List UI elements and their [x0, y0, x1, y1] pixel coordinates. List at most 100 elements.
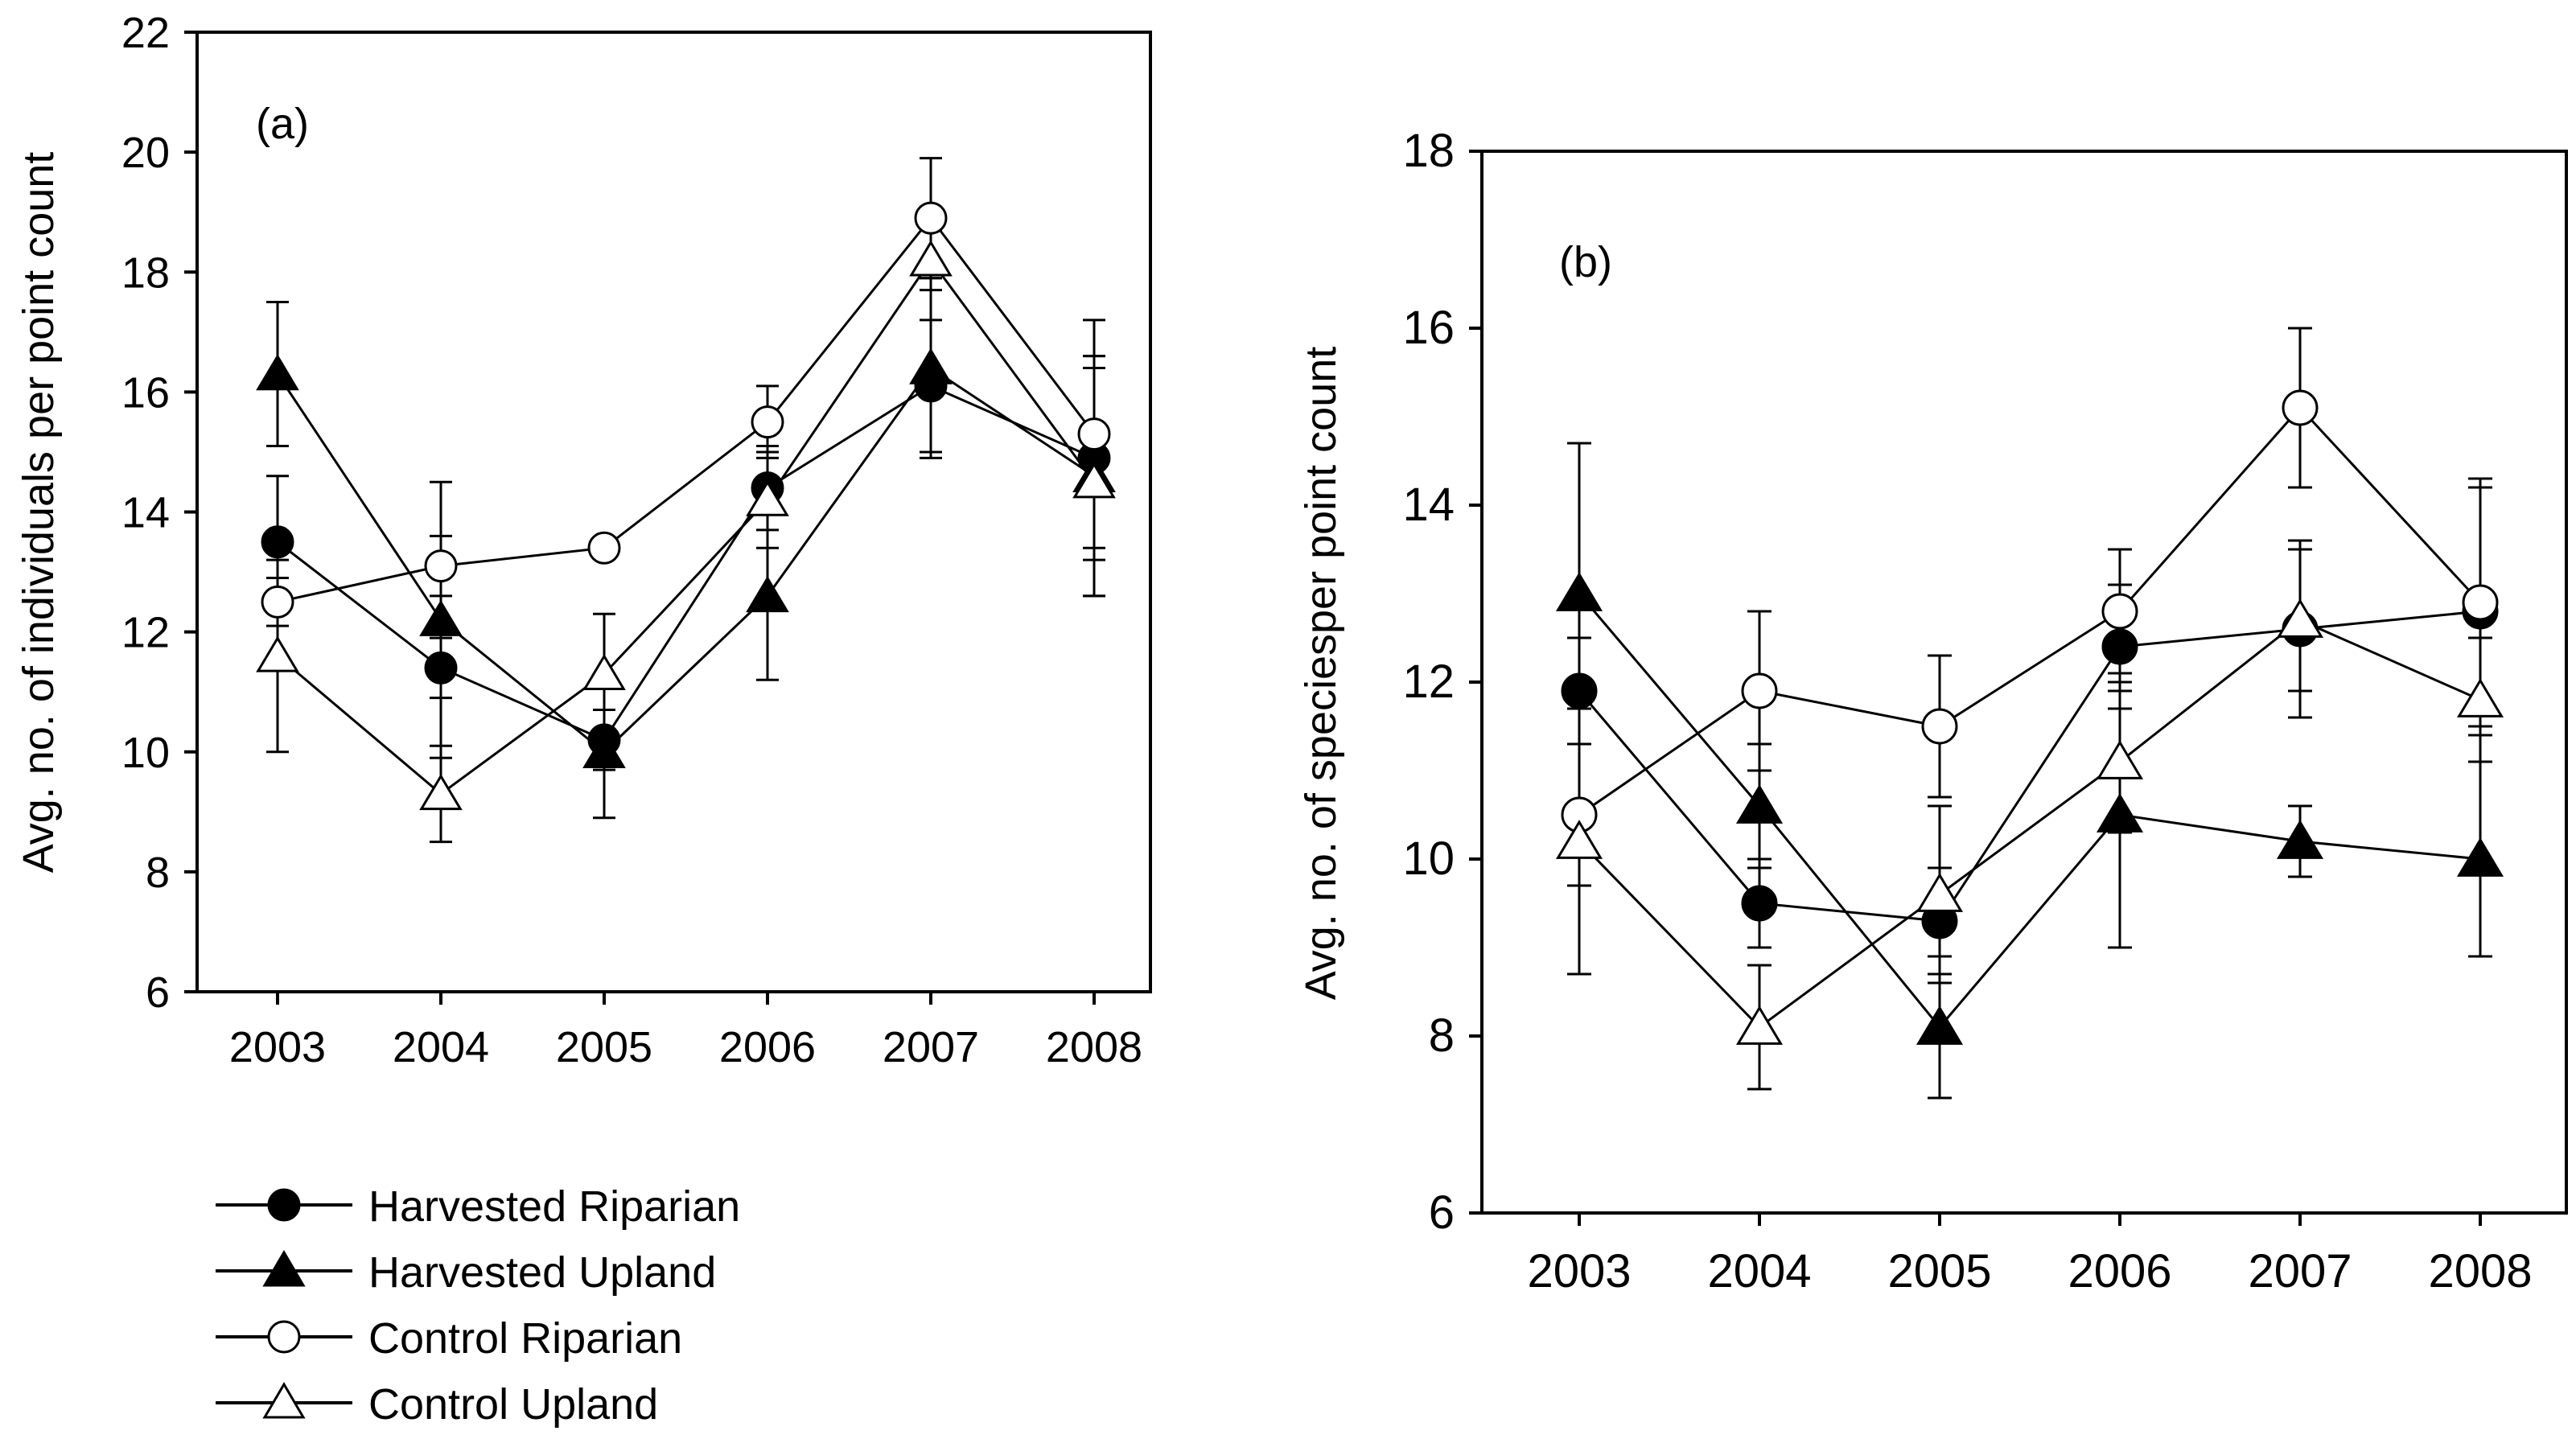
panel-label-a: (a): [256, 100, 309, 148]
y-tick-label-b: 10: [1402, 833, 1455, 885]
x-tick-label-b: 2008: [2428, 1245, 2532, 1297]
plot-frame-b: [1480, 150, 2568, 1215]
series-line-harvested-upland: [1578, 593, 2481, 1030]
series-harvested-riparian-b: [1567, 486, 2492, 976]
data-point-harvested-upland: [909, 347, 953, 384]
x-tick-label-a: 2005: [556, 1023, 652, 1071]
axis-b: 6 8 10 12 14 16 18 2003 2004 2005 2006 2007 2008: [1402, 125, 2532, 1297]
series-line-control-riparian: [277, 216, 1096, 603]
data-point-control-upland: [1735, 1005, 1784, 1045]
series-line-control-upland: [277, 257, 1096, 796]
data-point-harvested-upland: [1555, 572, 1603, 611]
legend-marker-control-riparian: [267, 1320, 301, 1354]
series-control-upland-a: [266, 228, 1105, 844]
series-control-upland-b: [1567, 548, 2492, 1091]
data-point-control-riparian: [261, 585, 294, 619]
series-a: [256, 157, 1116, 844]
axis-a: 6 8 10 12 14 16 18 20 22 2003 2004 2005 2006 2007 2008: [121, 9, 1142, 1071]
y-tick-label-a: 16: [121, 368, 170, 417]
data-point-harvested-upland: [1735, 784, 1784, 824]
data-point-control-riparian: [587, 531, 621, 565]
data-point-harvested-upland: [419, 599, 463, 636]
data-point-control-riparian: [914, 201, 948, 235]
x-tick-label-a: 2004: [393, 1023, 489, 1071]
data-point-control-upland: [2276, 598, 2324, 638]
panel-label-b: (b): [1559, 238, 1612, 286]
data-point-control-upland: [1072, 462, 1116, 499]
data-point-control-riparian: [751, 405, 784, 439]
data-point-control-riparian: [2282, 389, 2319, 426]
x-tick-label-a: 2003: [229, 1023, 326, 1071]
y-tick-label-b: 14: [1402, 479, 1455, 531]
x-tick-label-b: 2004: [1707, 1245, 1811, 1297]
data-point-harvested-upland: [2456, 837, 2504, 877]
legend-label-harvested-riparian: Harvested Riparian: [368, 1182, 740, 1231]
data-point-harvested-riparian: [2101, 628, 2138, 665]
y-tick-label-b: 12: [1402, 656, 1455, 708]
series-line-harvested-riparian: [277, 384, 1095, 742]
data-point-control-upland: [1555, 820, 1603, 859]
data-point-harvested-riparian: [424, 651, 458, 685]
y-tick-label-a: 22: [121, 9, 170, 57]
legend-marker-harvested-upland: [262, 1250, 306, 1287]
x-tick-label-b: 2007: [2248, 1245, 2352, 1297]
x-tick-label-a: 2007: [883, 1023, 979, 1071]
data-point-control-riparian: [2462, 584, 2499, 621]
x-tick-label-b: 2006: [2068, 1245, 2171, 1297]
data-point-control-riparian: [424, 549, 458, 583]
data-point-control-riparian: [1077, 417, 1111, 451]
data-point-control-riparian: [1741, 672, 1778, 709]
y-tick-label-b: 16: [1402, 302, 1455, 354]
x-tick-label-b: 2005: [1887, 1245, 1991, 1297]
y-axis-label-b: Avg. no. of speciesper point count: [1297, 347, 1345, 1001]
legend-marker-control-upland: [262, 1382, 306, 1419]
y-tick-label-b: 18: [1402, 125, 1455, 177]
y-tick-label-a: 10: [121, 729, 170, 777]
data-point-control-upland: [419, 774, 463, 811]
series-line-harvested-riparian: [1578, 610, 2481, 923]
data-point-harvested-upland: [2276, 820, 2324, 859]
series-control-riparian-b: [1567, 327, 2492, 887]
y-tick-label-a: 14: [121, 489, 170, 537]
legend-marker-harvested-riparian: [267, 1188, 301, 1222]
legend-label-harvested-upland: Harvested Upland: [368, 1248, 716, 1297]
series-line-control-riparian: [1578, 405, 2482, 816]
data-point-harvested-upland: [582, 731, 626, 768]
data-point-control-upland: [2096, 740, 2144, 779]
data-point-control-riparian: [1921, 708, 1958, 745]
y-axis-label-a: Avg. no. of individuals per point count: [14, 152, 63, 874]
y-tick-label-a: 6: [146, 968, 170, 1017]
y-tick-label-a: 8: [146, 849, 170, 897]
data-point-harvested-riparian: [1561, 672, 1598, 709]
chart-panel-b: 6 8 10 12 14 16 18 2003 2004 2005 2006 2007 2008 (b)…: [1297, 125, 2568, 1297]
chart-panel-a: 6 8 10 12 14 16 18 20 22 2003 2004 2005 2006 2007 2008…: [14, 9, 1152, 1071]
series-control-riparian-a: [266, 157, 1105, 627]
data-point-harvested-upland: [746, 575, 789, 613]
x-tick-label-a: 2006: [719, 1023, 816, 1071]
y-tick-label-b: 8: [1429, 1009, 1455, 1062]
data-point-control-upland: [582, 653, 626, 691]
series-b: [1555, 327, 2504, 1100]
data-point-control-upland: [1916, 873, 1964, 912]
x-tick-label-b: 2003: [1527, 1245, 1631, 1297]
x-tick-label-a: 2008: [1046, 1023, 1142, 1071]
data-point-control-riparian: [2101, 593, 2138, 630]
y-tick-label-b: 6: [1429, 1186, 1455, 1239]
series-line-harvested-upland: [276, 366, 1095, 754]
series-harvested-upland-b: [1567, 442, 2492, 1100]
data-point-harvested-riparian: [1741, 885, 1778, 922]
data-point-control-upland: [256, 635, 299, 672]
legend-label-control-riparian: Control Riparian: [368, 1314, 682, 1363]
series-line-control-upland: [1578, 619, 2481, 1029]
data-point-control-upland: [746, 479, 789, 516]
data-point-harvested-upland: [1916, 1005, 1964, 1045]
y-tick-label-a: 20: [121, 129, 170, 177]
y-tick-label-a: 18: [121, 249, 170, 297]
data-point-harvested-upland: [256, 354, 299, 391]
data-point-harvested-upland: [2096, 793, 2144, 833]
data-point-control-upland: [2456, 678, 2504, 717]
data-point-harvested-riparian: [261, 525, 294, 559]
legend-label-control-upland: Control Upland: [368, 1380, 658, 1429]
plot-frame-a: [195, 31, 1152, 993]
